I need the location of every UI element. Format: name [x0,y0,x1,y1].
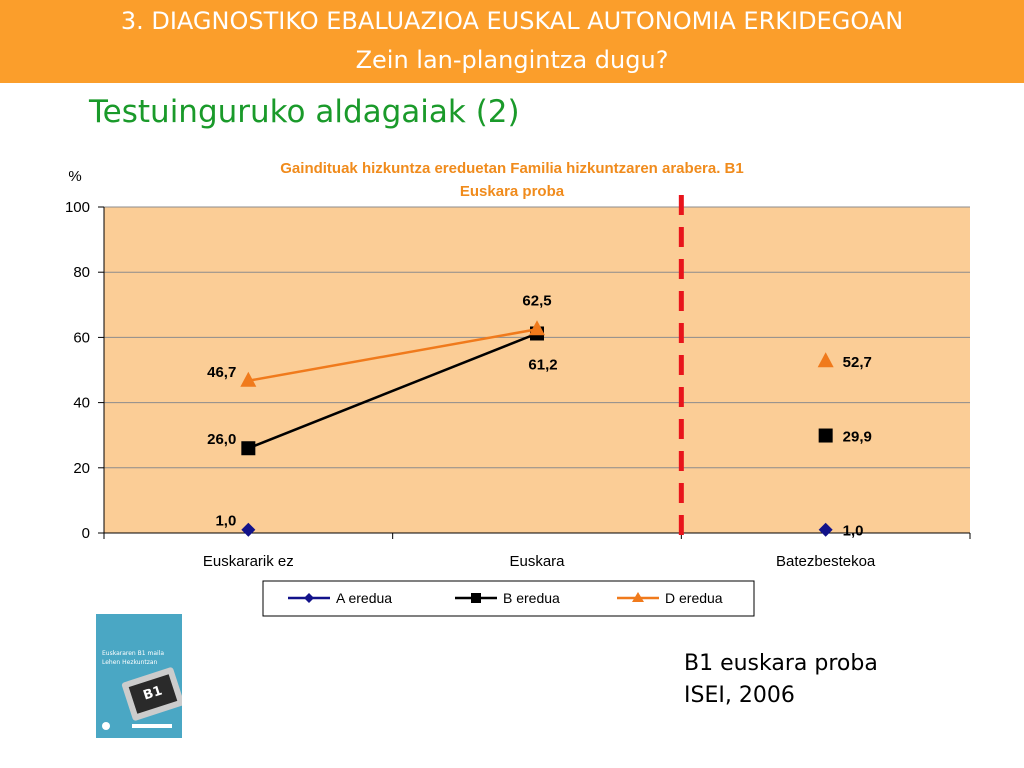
data-label: 52,7 [843,354,872,371]
data-label: 26,0 [207,431,236,448]
y-tick-label: 0 [82,525,90,542]
legend [262,580,755,617]
legend-label: A eredua [336,590,392,606]
header-subtitle: Zein lan-plangintza dugu? [355,46,669,74]
legend-marker [304,593,314,603]
data-point [818,428,833,443]
source-note: B1 euskara proba ISEI, 2006 [684,648,878,712]
legend-marker [632,592,644,602]
chart-title-line1: Gaindituak hizkuntza ereduetan Familia h… [280,160,743,177]
slide-subtitle: Testuinguruko aldagaiak (2) [89,94,520,130]
publisher-logo-icon [102,722,110,730]
book-cover-image: Euskararen B1 maila Lehen Hezkuntzan B1 [96,614,182,738]
x-tick-label: Batezbestekoa [776,553,876,570]
data-label: 29,9 [843,429,872,446]
y-tick-label: 80 [73,264,90,281]
x-tick-label: Euskara [509,553,565,570]
book-title-line2: Lehen Hezkuntzan [102,659,158,666]
series-line [248,328,538,382]
chart-title-line2: Euskara proba [460,183,565,200]
y-tick-label: 40 [73,395,90,412]
publisher-mark [132,724,172,728]
data-point [241,522,256,537]
series-line [247,332,538,450]
x-tick-label: Euskararik ez [203,553,294,570]
tablet-icon: B1 [121,666,182,722]
y-tick-label: 60 [73,329,90,346]
legend-label: D eredua [665,590,723,606]
source-line2: ISEI, 2006 [684,683,795,708]
data-label: 62,5 [522,292,551,309]
book-title-line1: Euskararen B1 maila [102,650,165,657]
data-label: 61,2 [528,356,557,373]
y-tick-label: 100 [65,199,90,216]
legend-marker [471,593,481,603]
data-point [240,371,257,387]
data-point [817,352,834,368]
data-point [818,522,833,537]
header-title: 3. DIAGNOSTIKO EBALUAZIOA EUSKAL AUTONOM… [120,7,904,35]
plot-area [104,207,970,533]
data-label: 46,7 [207,364,236,381]
y-tick-label: 20 [73,460,90,477]
data-label: 1,0 [843,523,864,540]
tablet-screen-text: B1 [128,674,178,714]
y-axis-label: % [68,168,81,185]
slide-header: 3. DIAGNOSTIKO EBALUAZIOA EUSKAL AUTONOM… [0,0,1024,83]
source-line1: B1 euskara proba [684,651,878,676]
legend-label: B eredua [503,590,560,606]
data-label: 1,0 [215,513,236,530]
data-point [241,441,256,456]
data-point [529,320,545,336]
